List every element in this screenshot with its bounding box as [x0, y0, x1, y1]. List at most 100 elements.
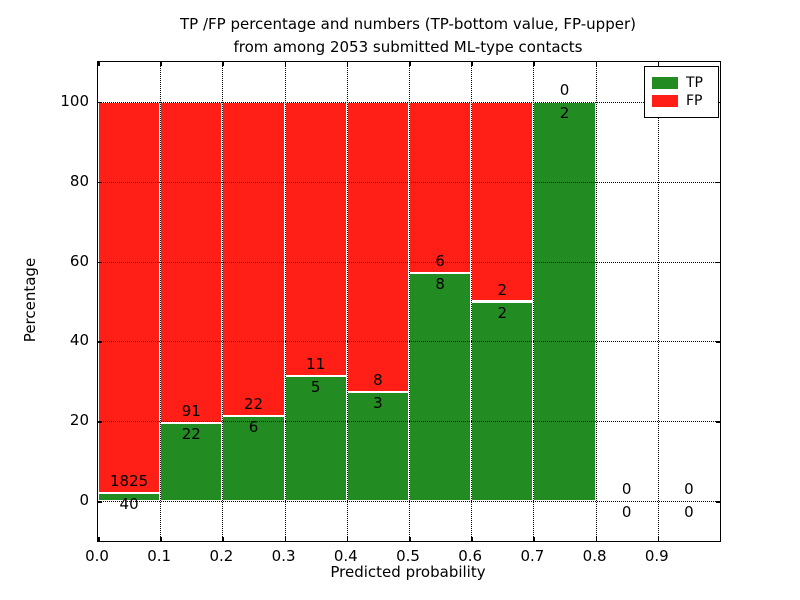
vertical-gridline	[595, 62, 597, 541]
x-tick-mark	[657, 537, 660, 541]
bar-fp-count-label: 0	[621, 480, 632, 499]
y-tick-mark	[716, 421, 720, 423]
y-tick-mark	[98, 501, 102, 503]
x-tick-mark	[409, 62, 411, 66]
y-tick-mark	[98, 421, 102, 423]
x-tick-mark	[160, 62, 162, 66]
x-tick-label: 0.9	[644, 547, 669, 565]
y-tick-mark	[716, 261, 720, 264]
bar-fp-count-label: 6	[435, 251, 445, 270]
y-tick-label: 20	[69, 411, 89, 430]
y-tick-mark	[716, 341, 720, 343]
vertical-gridline	[657, 62, 659, 541]
bar-fp-count-label: 8	[373, 371, 383, 390]
bar-fp-count-label: 11	[306, 355, 326, 374]
x-tick-label: 0.3	[271, 547, 296, 565]
x-tick-mark	[409, 537, 411, 541]
chart-title-line2: from among 2053 submitted ML-type contac…	[233, 38, 583, 56]
bar-fp-segment	[346, 101, 409, 393]
x-tick-mark	[222, 62, 224, 66]
vertical-gridline	[284, 62, 286, 541]
x-tick-mark	[533, 537, 535, 541]
bar-tp-segment	[409, 272, 472, 502]
x-tick-mark	[595, 62, 598, 66]
bar-tp-count-label: 40	[119, 494, 139, 513]
x-axis-label: Predicted probability	[330, 563, 486, 581]
x-tick-mark	[533, 62, 535, 66]
x-tick-mark	[284, 537, 287, 541]
x-tick-label: 0.8	[582, 547, 607, 565]
vertical-gridline	[160, 62, 162, 541]
vertical-gridline	[533, 62, 535, 541]
chart-title-line1: TP /FP percentage and numbers (TP-bottom…	[180, 15, 636, 33]
bar-fp-count-label: 91	[181, 402, 201, 421]
y-tick-label: 0	[79, 491, 89, 510]
bar-fp-segment	[471, 101, 534, 302]
bar-tp-count-label: 6	[248, 417, 259, 436]
y-tick-mark	[98, 101, 102, 104]
bar-tp-count-label: 0	[684, 503, 694, 522]
y-tick-mark	[98, 261, 102, 264]
bar-tp-segment	[98, 492, 161, 502]
legend-entry-label: FP	[686, 93, 703, 109]
bar-fp-count-label: 2	[497, 280, 508, 299]
bar-tp-segment	[346, 392, 409, 502]
bar-tp-count-label: 2	[559, 103, 570, 122]
x-tick-label: 0.4	[333, 547, 358, 565]
x-tick-mark	[346, 62, 349, 66]
bar-fp-count-label: 0	[559, 80, 570, 99]
bar-tp-segment	[160, 423, 223, 502]
x-tick-mark	[657, 62, 660, 66]
legend: TP FP	[644, 66, 719, 118]
bar-fp-segment	[409, 101, 472, 273]
y-tick-mark	[98, 181, 102, 184]
bar-tp-count-label: 0	[621, 503, 632, 522]
vertical-gridline	[471, 62, 473, 541]
y-tick-mark	[716, 181, 720, 184]
y-tick-label: 60	[69, 251, 89, 270]
bar-fp-count-label: 0	[684, 480, 694, 499]
bar-fp-segment	[284, 101, 347, 377]
x-tick-mark	[471, 537, 473, 541]
y-tick-label: 80	[69, 171, 89, 190]
tp-legend-swatch-icon	[652, 77, 678, 89]
x-tick-label: 0.7	[520, 547, 545, 565]
bar-tp-count-label: 2	[497, 303, 508, 322]
vertical-gridline	[409, 62, 410, 541]
vertical-gridline	[346, 62, 348, 541]
x-tick-mark	[160, 537, 162, 541]
x-tick-label: 0.2	[209, 547, 234, 565]
bar-tp-segment	[533, 101, 596, 502]
x-tick-label: 0.0	[85, 547, 109, 565]
bar-fp-count-label: 1825	[110, 471, 149, 490]
legend-entry: TP	[652, 75, 712, 91]
bar-fp-segment	[98, 101, 161, 493]
x-tick-label: 0.6	[458, 547, 483, 565]
x-tick-label: 0.1	[147, 547, 172, 565]
bar-tp-segment	[284, 376, 347, 502]
y-tick-mark	[98, 341, 102, 343]
y-tick-label: 40	[69, 331, 89, 350]
y-tick-mark	[716, 501, 720, 503]
bar-fp-segment	[222, 101, 285, 416]
x-tick-mark	[471, 62, 473, 66]
chart-title: TP /FP percentage and numbers (TP-bottom…	[97, 13, 719, 59]
y-axis-label: Percentage	[21, 257, 39, 343]
legend-entry-label: TP	[686, 75, 703, 91]
bar-tp-count-label: 5	[310, 378, 321, 397]
fp-legend-swatch-icon	[652, 95, 678, 107]
x-tick-mark	[98, 537, 100, 541]
legend-entry: FP	[652, 93, 712, 109]
x-tick-mark	[98, 62, 100, 66]
y-tick-label: 100	[60, 91, 89, 110]
x-tick-mark	[284, 62, 287, 66]
x-tick-mark	[346, 537, 349, 541]
bar-tp-count-label: 8	[435, 274, 445, 293]
bar-fp-segment	[160, 101, 223, 424]
bar-tp-segment	[471, 301, 534, 502]
bar-tp-count-label: 3	[373, 394, 383, 413]
plot-area: 1825 40 91 22 22 6 11 5 8 3 6 8 2 2 0 2 0 0 0 0	[97, 61, 721, 542]
x-tick-mark	[595, 537, 598, 541]
x-tick-mark	[222, 537, 224, 541]
